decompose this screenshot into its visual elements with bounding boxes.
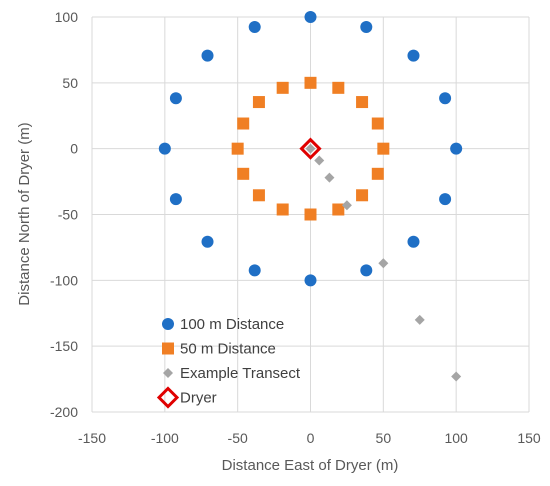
legend-marker-transect [163, 368, 173, 378]
y-tick-label: 100 [55, 9, 79, 25]
tick-labels: -150 -100 -50 0 50 100 150-200-150-100-5005010… [50, 9, 541, 446]
point-50m [252, 189, 265, 202]
point-50m [356, 96, 369, 109]
point-50m [371, 167, 384, 180]
point-50m [377, 142, 390, 155]
legend-label: Dryer [180, 390, 217, 407]
y-tick-label: 50 [62, 75, 78, 91]
point-100m [201, 235, 214, 248]
legend-label: 50 m Distance [180, 341, 276, 358]
point-transect [414, 314, 425, 325]
point-100m [439, 92, 452, 105]
point-100m [439, 193, 452, 206]
point-50m [237, 117, 250, 130]
point-50m [252, 96, 265, 109]
point-100m [248, 264, 261, 277]
point-100m [158, 142, 171, 155]
point-50m [231, 142, 244, 155]
point-50m [304, 208, 317, 221]
point-100m [360, 264, 373, 277]
point-50m [276, 81, 289, 94]
legend-label: 100 m Distance [180, 316, 284, 333]
point-transect [378, 258, 389, 269]
point-transect [451, 371, 462, 382]
point-transect [341, 200, 352, 211]
y-tick-label: -150 [50, 338, 78, 354]
point-50m [237, 167, 250, 180]
legend-label: Example Transect [180, 365, 301, 382]
legend-marker-100m [162, 318, 174, 330]
point-50m [356, 189, 369, 202]
point-100m [450, 142, 463, 155]
point-100m [201, 49, 214, 62]
point-transect [314, 155, 325, 166]
point-100m [407, 49, 420, 62]
point-100m [407, 235, 420, 248]
x-tick-label: -100 [151, 430, 179, 446]
y-axis-title: Distance North of Dryer (m) [16, 122, 33, 305]
x-tick-label: 50 [376, 430, 392, 446]
point-100m [304, 274, 317, 287]
point-100m [169, 92, 182, 105]
point-50m [371, 117, 384, 130]
x-tick-label: -50 [228, 430, 248, 446]
y-tick-label: -200 [50, 404, 78, 420]
point-transect [305, 143, 316, 154]
x-tick-label: 100 [444, 430, 468, 446]
point-dryer [299, 137, 322, 160]
point-50m [304, 76, 317, 89]
point-100m [248, 21, 261, 34]
point-100m [360, 21, 373, 34]
point-50m [332, 81, 345, 94]
legend: 100 m Distance 50 m Distance Example Trans… [156, 316, 301, 409]
legend-marker-50m [162, 342, 174, 355]
x-tick-label: -150 [78, 430, 106, 446]
x-tick-label: 0 [307, 430, 315, 446]
point-100m [304, 11, 317, 23]
x-tick-label: 150 [517, 430, 541, 446]
point-50m [276, 203, 289, 216]
legend-marker-dryer [156, 386, 180, 409]
point-50m [332, 203, 345, 216]
y-tick-label: 0 [70, 141, 78, 157]
y-tick-label: -50 [58, 207, 78, 223]
data-points [158, 11, 463, 382]
x-axis-title: Distance East of Dryer (m) [222, 457, 399, 474]
y-tick-label: -100 [50, 272, 78, 288]
point-transect [324, 172, 335, 183]
point-100m [169, 193, 182, 206]
